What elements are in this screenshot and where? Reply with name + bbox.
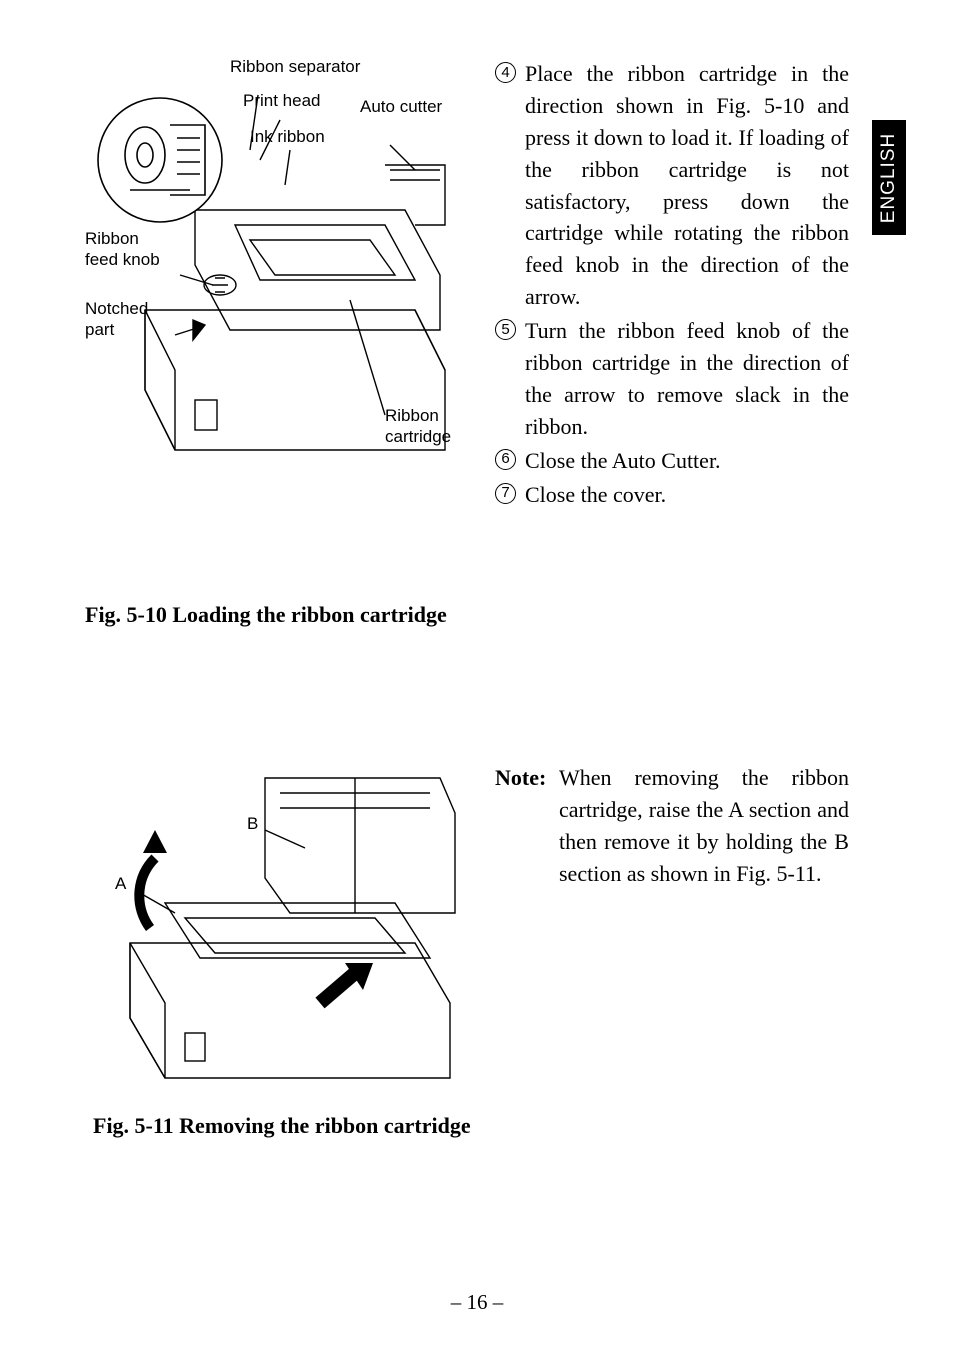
document-page: ENGLISH	[0, 0, 954, 1355]
step-text: Turn the ribbon feed knob of the ribbon …	[525, 315, 849, 443]
label-print-head: Print head	[243, 90, 321, 111]
bottom-section: A B Note: When removing the ribbon cartr…	[85, 758, 884, 1083]
step-item: 6 Close the Auto Cutter.	[495, 445, 849, 477]
label-ribbon-feed-knob: Ribbon feed knob	[85, 228, 160, 271]
note-label: Note:	[495, 762, 559, 890]
figure-1-diagram: Ribbon separator Print head Auto cutter …	[85, 50, 465, 460]
step-text: Close the cover.	[525, 479, 849, 511]
step-item: 5 Turn the ribbon feed knob of the ribbo…	[495, 315, 849, 443]
label-ribbon-separator: Ribbon separator	[230, 56, 360, 77]
note-text: When removing the ribbon cartridge, rais…	[559, 762, 849, 890]
label-b: B	[247, 813, 258, 834]
instruction-column: 4 Place the ribbon cartridge in the dire…	[495, 50, 884, 512]
page-number: – 16 –	[0, 1290, 954, 1315]
figure-2-diagram: A B	[95, 758, 465, 1083]
step-number-marker: 7	[495, 479, 525, 511]
note-block: Note: When removing the ribbon cartridge…	[495, 758, 884, 890]
label-a: A	[115, 873, 126, 894]
step-list: 4 Place the ribbon cartridge in the dire…	[495, 58, 849, 510]
step-item: 7 Close the cover.	[495, 479, 849, 511]
step-text: Place the ribbon cartridge in the direct…	[525, 58, 849, 313]
top-section: Ribbon separator Print head Auto cutter …	[85, 50, 884, 512]
step-text: Close the Auto Cutter.	[525, 445, 849, 477]
step-item: 4 Place the ribbon cartridge in the dire…	[495, 58, 849, 313]
label-ribbon-cartridge: Ribbon cartridge	[385, 405, 451, 448]
label-auto-cutter: Auto cutter	[360, 96, 442, 117]
figure-1-container: Ribbon separator Print head Auto cutter …	[85, 50, 465, 460]
step-number-marker: 4	[495, 58, 525, 313]
label-ink-ribbon: Ink ribbon	[250, 126, 325, 147]
figure-1-caption: Fig. 5-10 Loading the ribbon cartridge	[85, 602, 884, 628]
label-notched-part: Notched part	[85, 298, 148, 341]
step-number-marker: 5	[495, 315, 525, 443]
language-tab: ENGLISH	[872, 120, 906, 235]
figure-2-container: A B	[85, 758, 465, 1083]
step-number-marker: 6	[495, 445, 525, 477]
figure-2-caption: Fig. 5-11 Removing the ribbon cartridge	[93, 1113, 884, 1139]
language-tab-label: ENGLISH	[878, 132, 900, 222]
